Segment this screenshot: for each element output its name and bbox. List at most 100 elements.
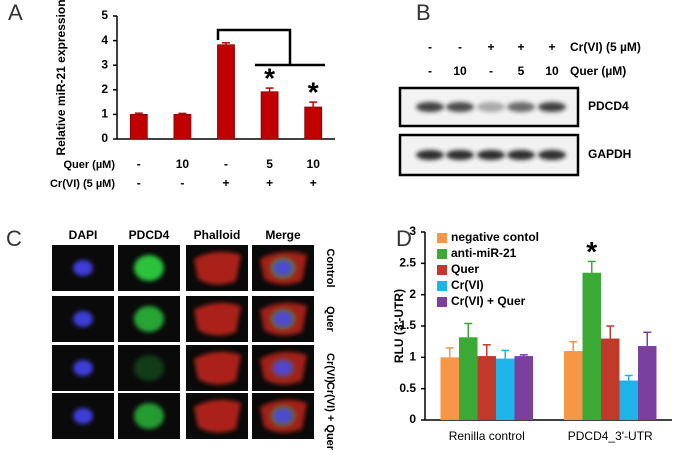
bar xyxy=(514,356,533,420)
bar xyxy=(638,346,657,420)
bar xyxy=(173,114,192,140)
legend-label: Cr(VI) + Quer xyxy=(451,294,526,308)
bar xyxy=(564,351,583,420)
bar xyxy=(459,337,478,420)
condition-value: + xyxy=(548,40,555,54)
pdcd4-signal xyxy=(134,355,164,381)
error-bar xyxy=(482,344,491,357)
condition-value: + xyxy=(517,40,524,54)
legend-swatch xyxy=(437,281,447,291)
nucleus xyxy=(273,408,293,424)
y-axis-label: Relative miR-21 expression xyxy=(54,0,68,156)
nucleus xyxy=(73,360,93,376)
condition-value: + xyxy=(266,176,273,190)
error-bar xyxy=(519,354,528,357)
error-bar xyxy=(587,260,596,273)
nucleus xyxy=(273,260,293,276)
error-bar xyxy=(309,101,318,108)
legend-label: Cr(VI) xyxy=(451,278,484,292)
column-header: Merge xyxy=(265,228,301,242)
panel-letter: C xyxy=(6,226,22,251)
bar xyxy=(619,380,638,420)
panel-letter: A xyxy=(8,0,23,25)
y-tick-label: 3 xyxy=(409,224,416,238)
nucleus xyxy=(73,408,93,424)
y-tick-label: 0 xyxy=(101,131,108,145)
condition-value: - xyxy=(224,157,228,171)
panel-letter: B xyxy=(416,0,431,25)
error-bar xyxy=(265,87,274,92)
actin xyxy=(194,399,241,433)
y-tick-label: 1.5 xyxy=(399,318,416,332)
row-label: Cr(VI) xyxy=(324,353,336,383)
bar xyxy=(304,106,323,140)
band-label: GAPDH xyxy=(588,147,631,161)
error-bar xyxy=(464,322,473,338)
bar xyxy=(582,272,601,420)
y-tick-label: 0 xyxy=(409,412,416,426)
row-label: Control xyxy=(324,248,336,287)
legend-swatch xyxy=(437,297,447,307)
column-header: Phalloid xyxy=(194,228,241,242)
error-bar xyxy=(606,325,615,339)
band-label: PDCD4 xyxy=(588,99,629,113)
y-tick-label: 1 xyxy=(409,350,416,364)
nucleus xyxy=(273,311,293,327)
bar xyxy=(477,356,496,420)
blot-band xyxy=(538,150,566,160)
condition-value: - xyxy=(137,176,141,190)
x-tick-label: Renilla control xyxy=(449,429,525,443)
panel-letter: D xyxy=(396,226,412,251)
y-tick-label: 5 xyxy=(101,8,108,22)
condition-value: 10 xyxy=(545,64,559,78)
significance-bracket xyxy=(216,28,325,67)
condition-value: - xyxy=(137,157,141,171)
actin xyxy=(194,351,241,385)
condition-value: + xyxy=(222,176,229,190)
error-bar xyxy=(178,112,187,115)
condition-label: Cr(VI) (5 µM) xyxy=(50,178,115,190)
y-tick-label: 1 xyxy=(101,107,108,121)
condition-label: Quer (µM) xyxy=(570,64,626,78)
blot-band xyxy=(538,102,566,112)
condition-value: + xyxy=(487,40,494,54)
significance-star: * xyxy=(264,62,275,93)
bar xyxy=(496,358,515,420)
y-axis-label: RLU (3'-UTR) xyxy=(392,289,406,363)
condition-value: 5 xyxy=(266,157,273,171)
error-bar xyxy=(624,374,633,381)
blot-band xyxy=(477,102,505,112)
legend-label: negative contol xyxy=(451,230,539,244)
error-bar xyxy=(134,112,143,115)
nucleus xyxy=(73,260,93,276)
y-tick-label: 2 xyxy=(101,82,108,96)
error-bar xyxy=(445,347,454,358)
row-label: Quer xyxy=(324,306,336,332)
blot-band xyxy=(446,102,474,112)
condition-value: 5 xyxy=(518,64,525,78)
condition-value: - xyxy=(180,176,184,190)
condition-label: Cr(VI) (5 µM) xyxy=(570,40,641,54)
bar xyxy=(601,338,620,420)
error-bar xyxy=(222,42,230,45)
bar xyxy=(217,44,235,140)
error-bar xyxy=(569,340,578,352)
column-header: PDCD4 xyxy=(129,228,170,242)
error-bar xyxy=(643,331,652,347)
error-bar xyxy=(501,349,510,359)
row-label: Cr(VI) + Quer xyxy=(324,382,336,450)
blot-band xyxy=(477,150,505,160)
pdcd4-signal xyxy=(134,255,164,281)
condition-value: - xyxy=(489,64,493,78)
y-tick-label: 0.5 xyxy=(399,381,416,395)
blot-band xyxy=(507,102,535,112)
blot-band xyxy=(416,150,444,160)
legend-swatch xyxy=(437,233,447,243)
bar xyxy=(440,357,459,420)
condition-value: 10 xyxy=(176,157,190,171)
condition-label: Quer (µM) xyxy=(63,159,115,171)
y-tick-label: 2.5 xyxy=(399,256,416,270)
actin xyxy=(194,302,241,336)
y-tick-label: 4 xyxy=(101,33,108,47)
legend-label: anti-miR-21 xyxy=(451,246,517,260)
